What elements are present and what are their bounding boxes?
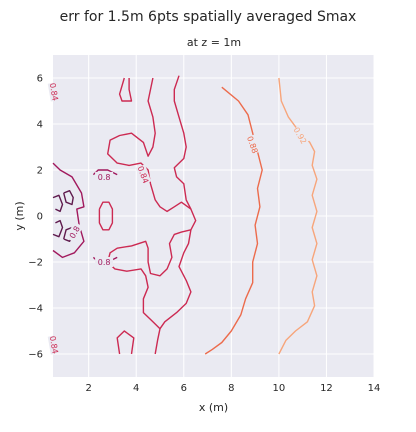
x-tick-label: 2 xyxy=(85,383,91,394)
contour-label: 0.8 xyxy=(95,171,114,182)
y-tick-label: 2 xyxy=(37,166,43,177)
x-tick-labels: 2 4 6 8 10 12 14 xyxy=(85,383,380,394)
x-tick-label: 12 xyxy=(320,383,333,394)
svg-text:0.8: 0.8 xyxy=(98,173,111,182)
contour-label: 0.84 xyxy=(47,335,61,355)
contour-line-0.76 xyxy=(52,194,64,213)
y-tick-label: 6 xyxy=(37,74,43,85)
y-tick-label: −4 xyxy=(28,304,43,315)
x-tick-label: 14 xyxy=(368,383,381,394)
x-tick-label: 8 xyxy=(228,383,234,394)
svg-text:0.84: 0.84 xyxy=(48,82,60,101)
contour-line-0.84 xyxy=(98,201,114,231)
y-tick-label: 0 xyxy=(37,212,43,223)
contour-line-0.76 xyxy=(63,190,74,206)
contour-line-0.76 xyxy=(52,219,64,238)
x-axis-label: x (m) xyxy=(199,401,228,414)
y-tick-labels: 6 4 2 0 −2 −4 −6 xyxy=(28,74,43,361)
contour-labels: 0.920.880.840.840.840.80.80.8 xyxy=(47,82,310,355)
y-axis-label: y (m) xyxy=(13,201,26,230)
contour-line-0.88 xyxy=(204,86,263,355)
contour-line-0.84 xyxy=(107,77,197,355)
grid-lines xyxy=(53,55,375,377)
contour-label: 0.84 xyxy=(47,82,61,102)
x-tick-label: 10 xyxy=(273,383,286,394)
y-tick-label: −6 xyxy=(28,350,43,361)
contour-line-0.84 xyxy=(173,75,192,210)
chart-title: err for 1.5m 6pts spatially averaged Sma… xyxy=(60,9,357,25)
x-tick-label: 6 xyxy=(181,383,187,394)
contour-line-0.84 xyxy=(118,77,133,102)
contour-label: 0.8 xyxy=(95,257,114,267)
contour-line-0.84 xyxy=(116,330,135,355)
y-tick-label: 4 xyxy=(37,120,43,131)
svg-text:0.84: 0.84 xyxy=(48,335,60,354)
x-tick-label: 4 xyxy=(133,383,139,394)
chart-subtitle: at z = 1m xyxy=(187,36,241,49)
contour-line-0.80 xyxy=(52,162,85,259)
contour-line-0.84 xyxy=(159,229,192,330)
svg-text:0.8: 0.8 xyxy=(98,258,111,267)
y-tick-label: −2 xyxy=(28,258,43,269)
contour-lines xyxy=(52,75,318,355)
